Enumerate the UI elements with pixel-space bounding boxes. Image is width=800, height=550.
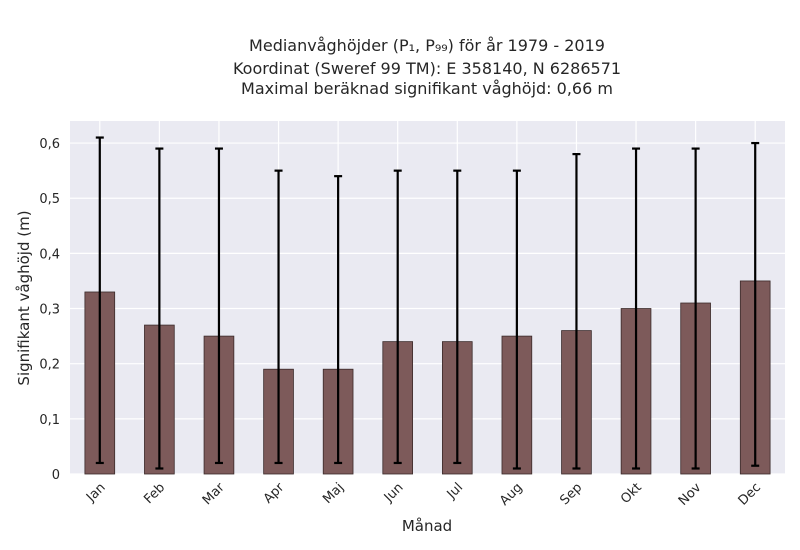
x-tick-label-jun: Jun bbox=[381, 480, 407, 506]
title-line-1: Medianvåghöjder (P₁, P₉₉) för år 1979 - … bbox=[249, 36, 605, 55]
title-line-3: Maximal beräknad signifikant våghöjd: 0,… bbox=[241, 79, 613, 98]
y-tick-labels: 0 0,1 0,2 0,3 0,4 0,5 0,6 bbox=[39, 137, 60, 483]
y-axis-label: Signifikant våghöjd (m) bbox=[15, 210, 33, 385]
error-bar-apr bbox=[274, 169, 283, 465]
x-tick-labels: Jan Feb Mar Apr Maj Jun Jul Aug Sep Okt Nov Dec bbox=[83, 480, 764, 509]
x-tick-label-jan: Jan bbox=[83, 480, 108, 505]
error-bar-jan bbox=[95, 136, 104, 465]
error-bar-jul bbox=[453, 169, 462, 465]
x-tick-label-sep: Sep bbox=[557, 480, 585, 508]
x-tick-label-okt: Okt bbox=[618, 480, 645, 507]
error-bar-feb bbox=[155, 147, 164, 470]
error-bar-mar bbox=[214, 147, 223, 465]
error-bar-jun bbox=[393, 169, 402, 465]
x-tick-label-mar: Mar bbox=[200, 480, 228, 508]
error-bar-dec bbox=[751, 141, 760, 467]
x-tick-label-jul: Jul bbox=[444, 480, 466, 502]
error-bar-okt bbox=[632, 147, 641, 470]
error-bar-aug bbox=[512, 169, 521, 470]
error-bar-nov bbox=[691, 147, 700, 470]
x-tick-label-feb: Feb bbox=[141, 480, 168, 507]
y-tick-label: 0,1 bbox=[39, 413, 60, 428]
error-bar-sep bbox=[572, 152, 581, 470]
title-line-2: Koordinat (Sweref 99 TM): E 358140, N 62… bbox=[233, 59, 621, 78]
x-tick-label-nov: Nov bbox=[676, 480, 705, 509]
error-bars bbox=[95, 136, 760, 470]
x-tick-label-dec: Dec bbox=[736, 480, 764, 508]
plot-area bbox=[70, 121, 785, 474]
x-tick-label-aug: Aug bbox=[497, 480, 526, 509]
y-tick-label: 0 bbox=[52, 468, 60, 483]
chart-title: Medianvåghöjder (P₁, P₉₉) för år 1979 - … bbox=[233, 36, 621, 98]
x-axis-label: Månad bbox=[402, 517, 452, 535]
y-tick-label: 0,3 bbox=[39, 303, 60, 318]
y-tick-label: 0,2 bbox=[39, 358, 60, 373]
x-tick-label-maj: Maj bbox=[320, 480, 347, 507]
y-tick-label: 0,5 bbox=[39, 192, 60, 207]
y-tick-label: 0,4 bbox=[39, 247, 60, 262]
error-bar-maj bbox=[334, 175, 343, 465]
y-tick-label: 0,6 bbox=[39, 137, 60, 152]
x-tick-label-apr: Apr bbox=[261, 480, 288, 507]
